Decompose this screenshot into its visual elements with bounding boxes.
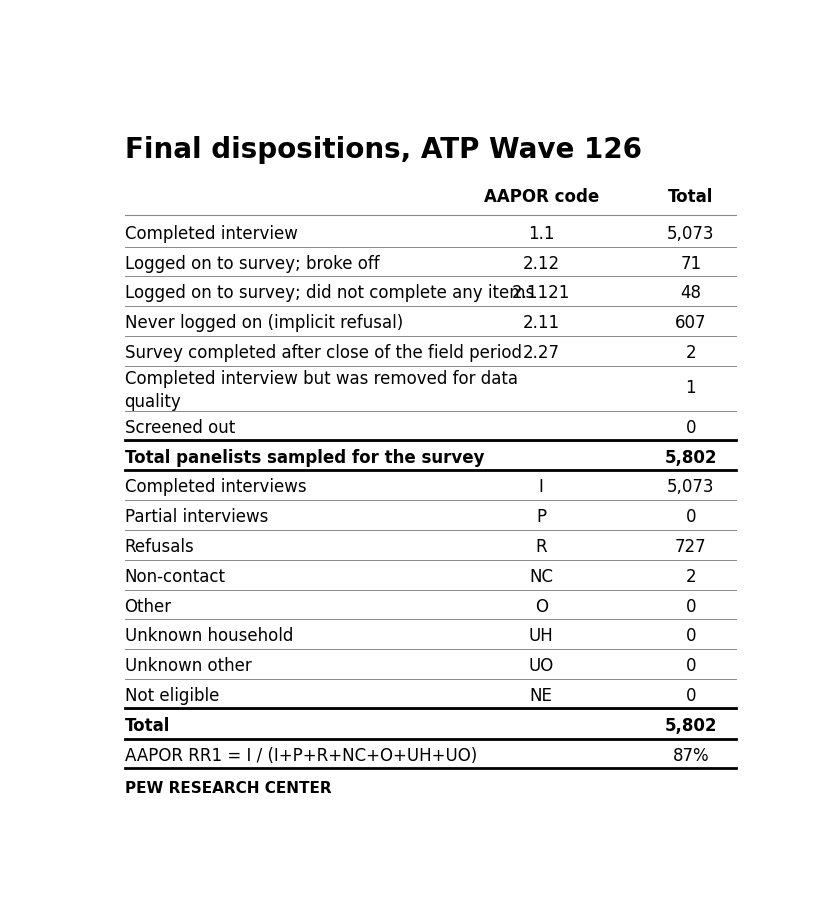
Text: 1.1: 1.1 bbox=[528, 225, 554, 243]
Text: 2: 2 bbox=[685, 344, 696, 362]
Text: 48: 48 bbox=[680, 284, 701, 302]
Text: AAPOR code: AAPOR code bbox=[484, 188, 599, 206]
Text: R: R bbox=[535, 538, 547, 556]
Text: AAPOR RR1 = I / (I+P+R+NC+O+UH+UO): AAPOR RR1 = I / (I+P+R+NC+O+UH+UO) bbox=[124, 747, 477, 765]
Text: 1: 1 bbox=[685, 379, 696, 397]
Text: 2.11: 2.11 bbox=[522, 314, 559, 332]
Text: 5,073: 5,073 bbox=[667, 225, 715, 243]
Text: O: O bbox=[535, 598, 548, 616]
Text: PEW RESEARCH CENTER: PEW RESEARCH CENTER bbox=[124, 781, 331, 796]
Text: 2.1121: 2.1121 bbox=[512, 284, 570, 302]
Text: Total: Total bbox=[124, 716, 170, 734]
Text: NC: NC bbox=[529, 568, 554, 586]
Text: 0: 0 bbox=[685, 627, 696, 645]
Text: 0: 0 bbox=[685, 418, 696, 436]
Text: Total panelists sampled for the survey: Total panelists sampled for the survey bbox=[124, 448, 484, 466]
Text: UO: UO bbox=[528, 657, 554, 675]
Text: Refusals: Refusals bbox=[124, 538, 194, 556]
Text: Total: Total bbox=[668, 188, 714, 206]
Text: 727: 727 bbox=[675, 538, 706, 556]
Text: Unknown household: Unknown household bbox=[124, 627, 293, 645]
Text: Partial interviews: Partial interviews bbox=[124, 508, 268, 526]
Text: NE: NE bbox=[530, 687, 553, 705]
Text: 5,802: 5,802 bbox=[664, 448, 717, 466]
Text: 5,802: 5,802 bbox=[664, 716, 717, 734]
Text: Logged on to survey; did not complete any items: Logged on to survey; did not complete an… bbox=[124, 284, 533, 302]
Text: 87%: 87% bbox=[673, 747, 709, 765]
Text: 0: 0 bbox=[685, 687, 696, 705]
Text: 607: 607 bbox=[675, 314, 706, 332]
Text: 2.12: 2.12 bbox=[522, 255, 559, 273]
Text: 71: 71 bbox=[680, 255, 701, 273]
Text: UH: UH bbox=[529, 627, 554, 645]
Text: Completed interview but was removed for data
quality: Completed interview but was removed for … bbox=[124, 370, 517, 411]
Text: Other: Other bbox=[124, 598, 171, 616]
Text: I: I bbox=[538, 479, 543, 497]
Text: Unknown other: Unknown other bbox=[124, 657, 251, 675]
Text: 5,073: 5,073 bbox=[667, 479, 715, 497]
Text: Final dispositions, ATP Wave 126: Final dispositions, ATP Wave 126 bbox=[124, 136, 642, 164]
Text: Completed interview: Completed interview bbox=[124, 225, 297, 243]
Text: Non-contact: Non-contact bbox=[124, 568, 225, 586]
Text: 2.27: 2.27 bbox=[522, 344, 559, 362]
Text: Logged on to survey; broke off: Logged on to survey; broke off bbox=[124, 255, 379, 273]
Text: Screened out: Screened out bbox=[124, 418, 235, 436]
Text: Completed interviews: Completed interviews bbox=[124, 479, 306, 497]
Text: 0: 0 bbox=[685, 657, 696, 675]
Text: 0: 0 bbox=[685, 508, 696, 526]
Text: Survey completed after close of the field period: Survey completed after close of the fiel… bbox=[124, 344, 522, 362]
Text: Never logged on (implicit refusal): Never logged on (implicit refusal) bbox=[124, 314, 403, 332]
Text: Not eligible: Not eligible bbox=[124, 687, 219, 705]
Text: 2: 2 bbox=[685, 568, 696, 586]
Text: P: P bbox=[536, 508, 546, 526]
Text: 0: 0 bbox=[685, 598, 696, 616]
